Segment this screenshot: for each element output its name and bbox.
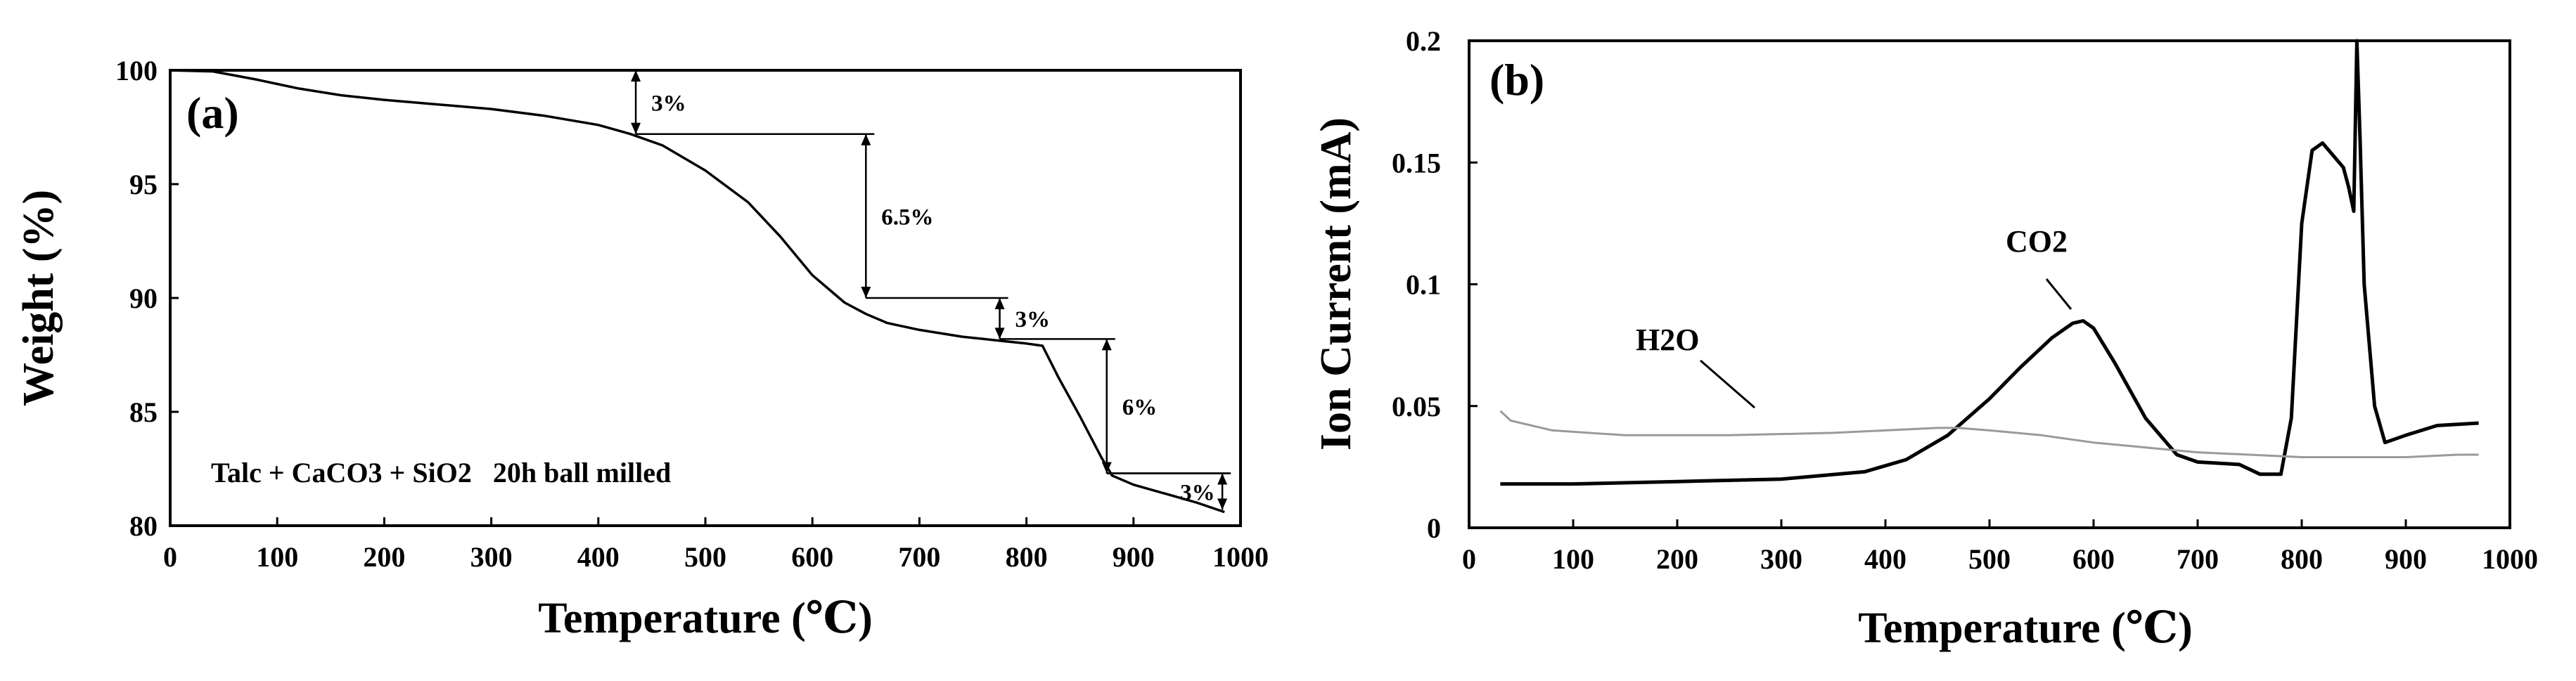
a-y-tick-label: 85 [129,396,158,428]
a-x-tick-label: 800 [1006,541,1048,573]
b-y-tick-label: 0.2 [1406,25,1441,57]
b-x-tick-label: 700 [2177,543,2219,575]
panel-b-label: (b) [1489,55,1544,105]
a-x-tick-label: 300 [470,541,513,573]
step-arrowhead-bottom [1217,498,1228,510]
panel-b-y-axis-title: Ion Current (mA) [1312,117,1360,450]
b-x-tick-label: 500 [1968,543,2011,575]
b-x-tick-label: 400 [1864,543,1907,575]
panel-a-sample-label: Talc + CaCO3 + SiO2 20h ball milled [211,457,671,488]
b-y-tick-label: 0.1 [1406,269,1441,301]
b-x-tick-label: 100 [1552,543,1594,575]
panel-b: 0 100 200 300 400 500 600 700 800 900 1000 0 0.05 0.… [1312,25,2538,652]
step-arrowhead-top [1101,339,1112,351]
a-series-tga-line [169,69,1225,514]
a-y-tick-label: 80 [129,510,158,542]
step-label: 6.5% [881,205,933,230]
step-label: 3% [1015,307,1051,332]
step-label: 3% [1180,480,1215,505]
b-x-tick-label: 200 [1656,543,1698,575]
b-series-co2-line [1500,39,2479,486]
a-x-tick-label: 900 [1113,541,1155,573]
panel-a-y-axis-title: Weight (%) [15,190,63,406]
b-x-tick-label: 800 [2281,543,2323,575]
panel-a-label: (a) [186,88,239,138]
panel-a: 0 100 200 300 400 500 600 700 800 900 1000 80 85 90 9… [15,55,1269,642]
b-x-tick-label: 1000 [2482,543,2538,575]
co2-leader-line [2045,278,2072,310]
b-series-h2o-line [1499,410,2479,458]
co2-series-label: CO2 [2006,224,2068,259]
panel-a-annotations: 3% 6.5% 3% 6% 3% [631,70,1231,510]
h2o-leader-line [1700,359,1755,409]
a-x-tick-label: 600 [791,541,833,573]
b-x-tick-label: 600 [2072,543,2115,575]
panel-a-series [169,69,1225,514]
a-x-tick-label: 0 [163,541,177,573]
panel-a-x-axis-title: Temperature (℃) [538,595,872,642]
panel-b-y-ticks: 0 0.05 0.1 0.15 0.2 [1392,25,1478,544]
a-x-tick-label: 400 [577,541,620,573]
step-label: 3% [651,91,686,116]
step-label: 6% [1122,395,1158,420]
b-y-tick-label: 0 [1427,512,1441,544]
step-arrowhead-bottom [861,287,871,298]
step-arrowhead-top [994,298,1005,309]
b-x-tick-label: 900 [2385,543,2427,575]
panel-a-x-ticks: 0 100 200 300 400 500 600 700 800 900 1000 [163,517,1269,573]
b-y-tick-label: 0.05 [1392,391,1441,422]
step-arrowhead-top [631,70,641,82]
panel-b-x-ticks: 0 100 200 300 400 500 600 700 800 900 1000 [1462,519,2538,575]
b-x-tick-label: 0 [1462,543,1476,575]
step-arrowhead-bottom [994,327,1005,339]
a-x-tick-label: 100 [256,541,298,573]
a-x-tick-label: 500 [684,541,726,573]
step-arrowhead-top [861,134,871,145]
a-y-tick-label: 95 [129,169,158,200]
a-y-tick-label: 100 [115,55,158,86]
step-arrowhead-top [1217,473,1228,485]
a-y-tick-label: 90 [129,283,158,314]
h2o-series-label: H2O [1636,323,1699,357]
panel-b-series [1499,39,2479,486]
step-arrowhead-bottom [631,122,641,134]
panel-b-x-axis-title: Temperature (℃) [1858,604,2192,652]
a-x-tick-label: 200 [363,541,405,573]
b-x-tick-label: 300 [1760,543,1802,575]
panel-b-plot-frame [1468,39,2511,529]
step-arrowhead-bottom [1101,462,1112,474]
b-y-tick-label: 0.15 [1392,147,1441,179]
a-x-tick-label: 1000 [1212,541,1269,573]
a-x-tick-label: 700 [898,541,940,573]
